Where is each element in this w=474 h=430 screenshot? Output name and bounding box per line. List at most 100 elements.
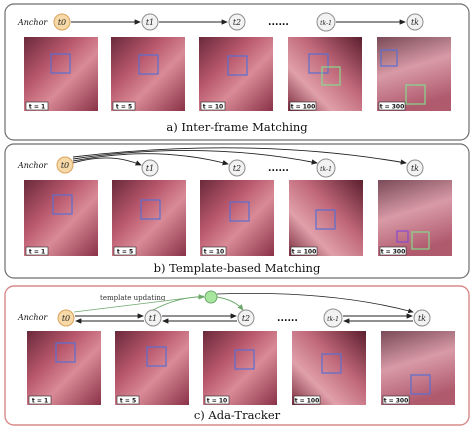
node-tk-1 xyxy=(323,308,343,328)
ground-truth-box xyxy=(411,231,430,250)
template-update-arrow-in xyxy=(152,294,205,311)
node-tk xyxy=(413,309,431,327)
tracking-box xyxy=(138,54,159,75)
node-t2 xyxy=(237,309,255,327)
panel-c: Anchor template updating t0 t1 t2 tk-1 t… xyxy=(4,285,470,426)
panel-a-anchor-label: Anchor xyxy=(17,18,48,27)
frame-time-label: t = 100 xyxy=(292,249,317,256)
frame: t = 100 xyxy=(288,37,362,111)
panel-b: Anchor t0 t1 t2 tk-1 tk ...... t = 1 xyxy=(4,143,470,279)
dots: ...... xyxy=(268,17,289,28)
tracking-box xyxy=(227,55,248,76)
panel-c-caption: c) Ada-Tracker xyxy=(194,408,281,422)
frame-time-label: t = 10 xyxy=(207,398,227,405)
tracking-box xyxy=(52,194,73,215)
frame: t = 1 xyxy=(24,37,98,111)
node-t0-label: t0 xyxy=(58,18,66,27)
node-tk xyxy=(406,159,424,177)
frame-time-label: t = 1 xyxy=(32,398,48,405)
node-tk-1 xyxy=(316,158,336,178)
tracking-box xyxy=(308,53,329,74)
frame: t = 1 xyxy=(27,331,101,405)
template-updating-label: template updating xyxy=(100,294,166,302)
node-tk-1 xyxy=(316,12,336,32)
node-t2-label: t2 xyxy=(242,314,250,323)
dots: ...... xyxy=(277,313,298,324)
frame: t = 10 xyxy=(203,331,277,405)
template-update-arrow-out xyxy=(216,296,244,311)
arrow-t0-t1 xyxy=(72,157,142,166)
panel-a-border xyxy=(4,3,470,141)
node-t1-label: t1 xyxy=(146,18,154,27)
tracking-box xyxy=(396,230,409,243)
template-update-arrow-far xyxy=(216,292,414,314)
node-tk-1-label: tk-1 xyxy=(320,166,332,173)
frame-time-label: t = 300 xyxy=(380,104,405,111)
frame-time-label: t = 5 xyxy=(116,104,132,111)
frame-time-label: t = 5 xyxy=(120,398,136,405)
panel-a-nodes: t0 t1 t2 tk-1 tk ...... xyxy=(53,12,424,32)
tracking-box xyxy=(55,342,76,363)
panel-b-frames: t = 1 t = 5 t = 10 t = 100 xyxy=(24,180,452,256)
node-t1-label: t1 xyxy=(146,164,154,173)
frame: t = 300 xyxy=(377,37,451,111)
panel-c-anchor-label: Anchor xyxy=(17,313,48,322)
frame: t = 100 xyxy=(292,331,366,405)
node-t1 xyxy=(141,13,159,31)
frame: t = 10 xyxy=(199,37,273,111)
panel-c-border xyxy=(4,285,470,426)
node-tk-label: tk xyxy=(411,164,419,173)
arrow-t0-tk xyxy=(72,147,407,165)
ground-truth-box xyxy=(321,66,341,86)
tracking-box xyxy=(229,201,250,222)
frame: t = 300 xyxy=(381,331,455,405)
panel-c-nodes: t0 t1 t2 tk-1 tk ...... xyxy=(57,290,431,328)
panel-b-caption: b) Template-based Matching xyxy=(154,261,321,275)
node-t2 xyxy=(228,13,246,31)
node-t2 xyxy=(228,159,246,177)
tracking-box xyxy=(410,374,431,395)
node-t1 xyxy=(141,159,159,177)
node-t0 xyxy=(53,13,71,31)
panel-a: Anchor t0 t1 t2 tk-1 tk ...... t = 1 xyxy=(4,3,470,141)
panel-c-frames: t = 1 t = 5 t = 10 t = 100 xyxy=(27,331,455,405)
node-tk-1-label: tk-1 xyxy=(320,20,332,27)
tracking-box xyxy=(380,49,398,67)
node-t2-label: t2 xyxy=(233,18,241,27)
panel-b-nodes: t0 t1 t2 tk-1 tk ...... xyxy=(56,156,424,178)
template-update-node xyxy=(204,290,218,304)
frame-time-label: t = 10 xyxy=(204,249,224,256)
tracking-box xyxy=(146,346,167,367)
frame: t = 5 xyxy=(111,37,185,111)
tracking-box xyxy=(140,199,161,220)
dots: ...... xyxy=(268,163,289,174)
node-tk-label: tk xyxy=(418,314,426,323)
panel-b-anchor-label: Anchor xyxy=(17,161,48,170)
arrow-t0-tk1 xyxy=(72,149,318,165)
tracking-box xyxy=(234,349,255,370)
tracking-box xyxy=(50,53,71,74)
node-tk-1-label: tk-1 xyxy=(327,316,339,323)
frame: t = 5 xyxy=(115,331,189,405)
node-t1-label: t1 xyxy=(149,314,157,323)
panel-b-border xyxy=(4,143,470,279)
frame-time-label: t = 10 xyxy=(203,104,223,111)
frame-time-label: t = 300 xyxy=(381,249,406,256)
frame-time-label: t = 300 xyxy=(384,398,409,405)
tracking-box xyxy=(315,209,336,230)
frame: t = 300 xyxy=(378,180,452,256)
frame: t = 1 xyxy=(24,180,98,256)
frame-time-label: t = 1 xyxy=(29,104,45,111)
node-t0-label: t0 xyxy=(62,314,70,323)
node-t0-label: t0 xyxy=(61,161,69,170)
frame: t = 100 xyxy=(289,180,363,256)
ground-truth-box xyxy=(405,84,426,105)
node-tk xyxy=(406,13,424,31)
node-t2-label: t2 xyxy=(233,164,241,173)
node-t0 xyxy=(57,309,75,327)
node-t0 xyxy=(56,156,74,174)
template-update-line xyxy=(73,295,205,313)
frame-time-label: t = 100 xyxy=(295,398,320,405)
node-tk-label: tk xyxy=(411,18,419,27)
